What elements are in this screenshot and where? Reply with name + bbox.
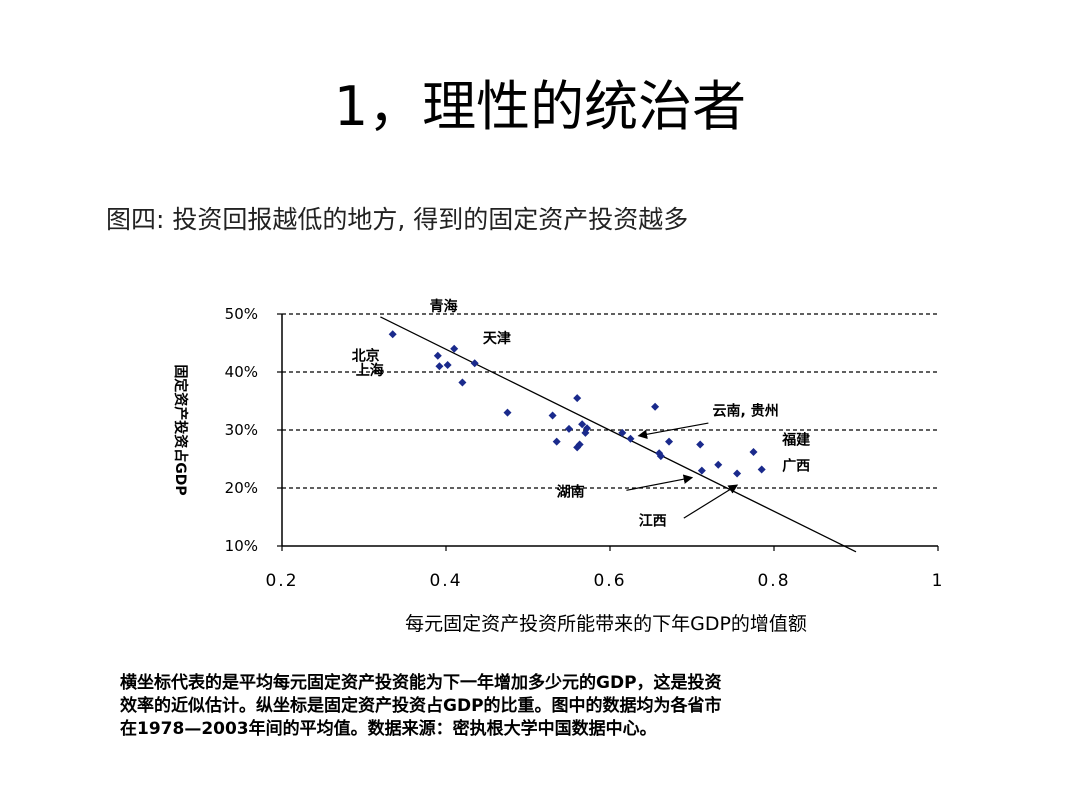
- grid-lines: [282, 313, 938, 489]
- annotation-label: 天津: [483, 330, 511, 347]
- data-point: [470, 359, 479, 368]
- data-point: [450, 344, 459, 353]
- trend-line-layer: [380, 316, 857, 553]
- data-point: [578, 420, 587, 429]
- annotation-label: 广西: [782, 458, 810, 475]
- annotation-label: 青海: [430, 298, 458, 315]
- annotation-label: 上海: [356, 362, 384, 379]
- annotation-label: 江西: [639, 513, 667, 530]
- data-point: [433, 351, 442, 360]
- annotation-label: 北京: [352, 347, 380, 364]
- data-point: [714, 460, 723, 469]
- annotation-arrow: [626, 474, 694, 491]
- data-point: [548, 411, 557, 420]
- data-point: [733, 469, 742, 478]
- axes: 10% 20% 30% 40% 50% 0.2 0.4 0.6 0.8 1: [225, 305, 945, 591]
- y-tick-label: 20%: [225, 479, 258, 497]
- data-point: [583, 424, 592, 433]
- data-point: [575, 440, 584, 449]
- data-point: [696, 440, 705, 449]
- annotation-arrow: [637, 422, 709, 440]
- data-points: [388, 330, 766, 478]
- x-axis-label: 每元固定资产投资所能带来的下年GDP的增值额: [405, 613, 807, 635]
- x-tick-label: 0.8: [757, 571, 790, 591]
- annotation-arrows: [626, 422, 739, 519]
- data-point: [656, 452, 665, 461]
- data-point: [388, 330, 397, 339]
- y-tick-label: 50%: [225, 305, 258, 323]
- x-tick-label: 0.2: [265, 571, 298, 591]
- y-tick-label: 40%: [225, 363, 258, 381]
- data-point: [697, 466, 706, 475]
- data-point: [458, 378, 467, 387]
- data-point: [618, 428, 627, 437]
- data-point: [581, 428, 590, 437]
- data-point: [626, 434, 635, 443]
- y-tick-label: 30%: [225, 421, 258, 439]
- scatter-chart: 10% 20% 30% 40% 50% 0.2 0.4 0.6 0.8 1 青海天津北京上海云南,…: [172, 298, 945, 635]
- x-tick-label: 1: [932, 571, 945, 591]
- annotation-label: 云南, 贵州: [713, 403, 779, 420]
- data-point: [665, 437, 674, 446]
- slide-title: 1，理性的统治者: [333, 75, 747, 138]
- chart-note: 横坐标代表的是平均每元固定资产投资能为下一年增加多少元的GDP，这是投资 效率的…: [120, 672, 990, 741]
- note-line-3: 在1978—2003年间的平均值。数据来源：密执根大学中国数据中心。: [120, 719, 657, 739]
- figure-caption: 图四: 投资回报越低的地方, 得到的固定资产投资越多: [106, 205, 689, 234]
- annotation-label: 福建: [781, 432, 810, 449]
- note-line-2: 效率的近似估计。纵坐标是固定资产投资占GDP的比重。图中的数据均为各省市: [120, 696, 722, 716]
- annotation-arrow: [683, 484, 739, 519]
- y-axis-label: 固定资产投资占GDP: [172, 364, 189, 495]
- annotation-label: 湖南: [557, 484, 585, 501]
- data-point: [443, 361, 452, 370]
- data-point: [651, 402, 660, 411]
- data-point: [655, 449, 664, 458]
- data-point: [435, 362, 444, 371]
- data-point: [573, 394, 582, 403]
- note-line-1: 横坐标代表的是平均每元固定资产投资能为下一年增加多少元的GDP，这是投资: [120, 673, 722, 693]
- data-point: [757, 465, 766, 474]
- data-point: [749, 448, 758, 457]
- y-tick-label: 10%: [225, 537, 258, 555]
- data-point: [503, 408, 512, 417]
- data-point: [565, 424, 573, 433]
- x-tick-label: 0.4: [429, 571, 462, 591]
- data-point: [552, 437, 561, 446]
- x-tick-label: 0.6: [593, 571, 626, 591]
- trend-line: [380, 316, 857, 553]
